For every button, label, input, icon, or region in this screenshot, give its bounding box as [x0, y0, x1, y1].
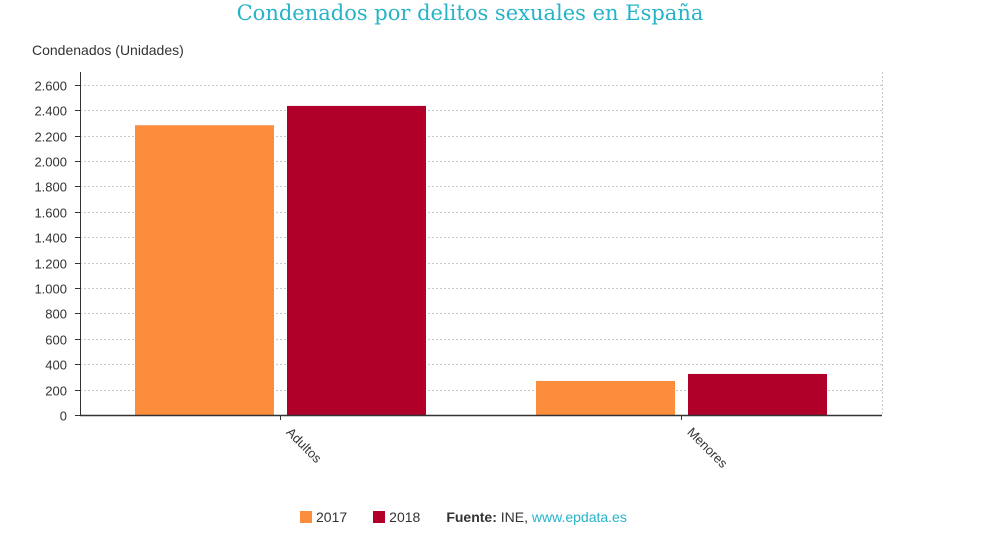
y-tick-label: 2.200 — [34, 130, 67, 145]
bar-adultos-2017[interactable] — [135, 125, 274, 415]
legend-label-2017: 2017 — [316, 509, 348, 525]
category-label-menores: Menores — [684, 425, 731, 472]
legend-swatch-2018 — [373, 511, 386, 523]
y-tick-label: 2.600 — [34, 79, 67, 94]
bar-menores-2017[interactable] — [536, 380, 675, 415]
axes — [75, 72, 882, 420]
y-tick-label: 200 — [45, 384, 67, 399]
source-link[interactable]: www.epdata.es — [531, 509, 627, 525]
y-tick-label: 1.600 — [34, 206, 67, 221]
y-tick-label: 400 — [45, 358, 67, 373]
y-tick-label: 800 — [45, 307, 67, 322]
category-labels: Adultos Menores — [283, 425, 731, 472]
y-tick-label: 1.800 — [34, 180, 67, 195]
y-axis-title: Condenados (Unidades) — [32, 42, 184, 58]
chart-title: Condenados por delitos sexuales en Españ… — [236, 1, 704, 25]
legend-swatch-2017 — [300, 511, 312, 523]
bar-adultos-2018[interactable] — [287, 105, 426, 416]
source-note: Fuente: INE, www.epdata.es — [446, 509, 627, 525]
source-value: INE, — [496, 509, 532, 525]
category-label-adultos: Adultos — [283, 425, 325, 467]
y-tick-label: 2.400 — [34, 104, 67, 119]
y-tick-label: 1.000 — [34, 282, 67, 297]
source-label: Fuente: — [446, 509, 497, 525]
bars — [135, 105, 827, 416]
legend-label-2018: 2018 — [389, 509, 421, 525]
legend: 2017 2018 Fuente: INE, www.epdata.es — [300, 509, 627, 525]
y-tick-label: 600 — [45, 333, 67, 348]
legend-item-2018[interactable]: 2018 — [373, 509, 420, 525]
legend-item-2017[interactable]: 2017 — [300, 509, 347, 525]
y-tick-label: 0 — [60, 409, 67, 424]
y-tick-label: 2.000 — [34, 155, 67, 170]
y-tick-label: 1.200 — [34, 257, 67, 272]
y-tick-label: 1.400 — [34, 231, 67, 246]
y-tick-labels: 0 200 400 600 800 1.000 1.200 1.400 1.600 1.800 2.… — [34, 79, 67, 424]
bar-menores-2018[interactable] — [688, 373, 827, 415]
